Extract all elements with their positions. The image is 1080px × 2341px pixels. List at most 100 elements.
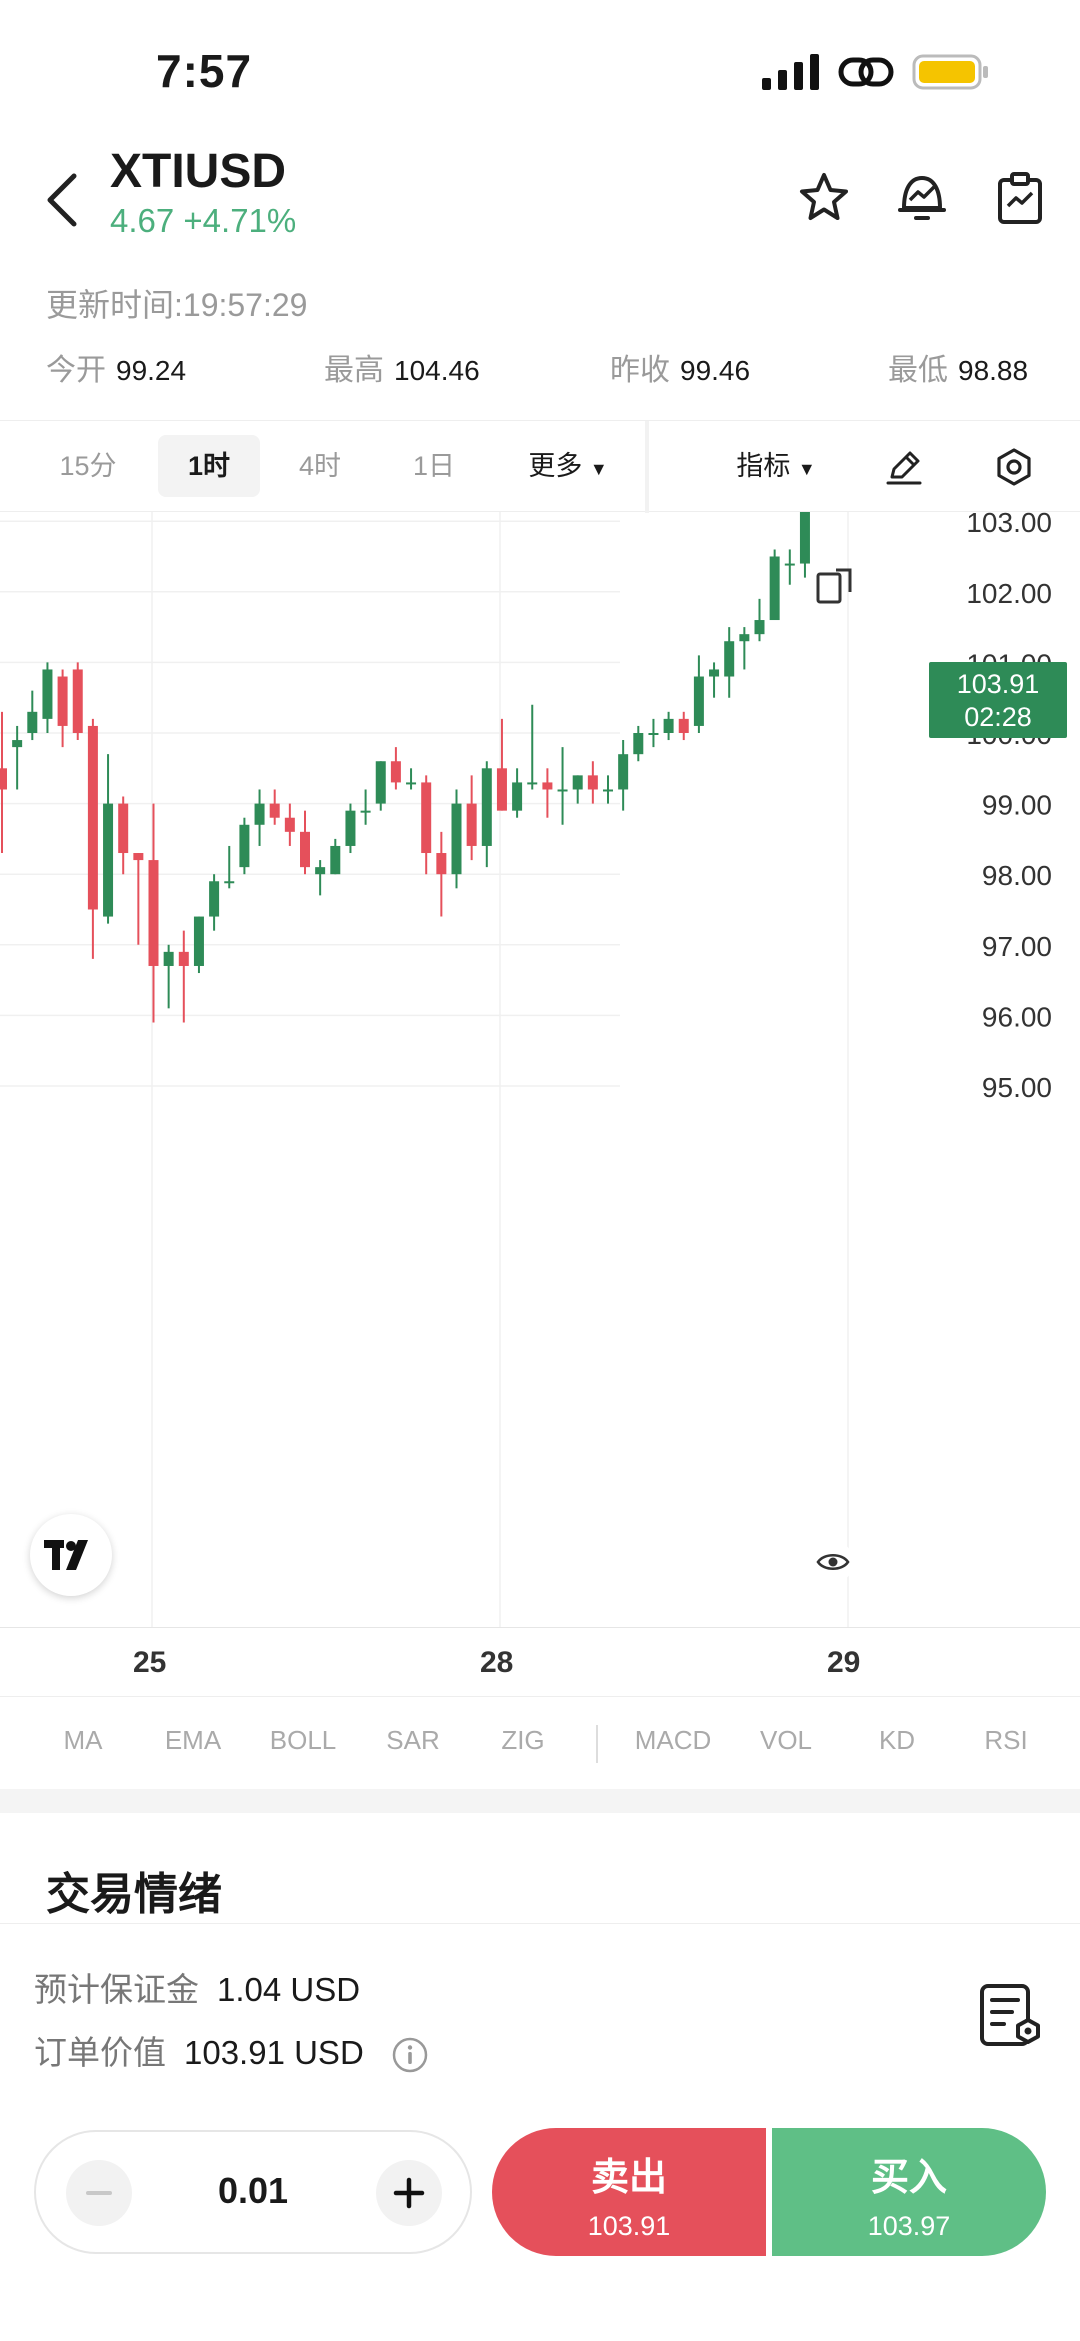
- y-tick-label: 103.00: [966, 512, 1052, 538]
- indicator-vol[interactable]: VOL: [759, 1725, 813, 1755]
- quantity-value[interactable]: 0.01: [217, 2170, 289, 2211]
- candlestick-chart[interactable]: 105.00103.00102.00101.00100.0099.0098.00…: [0, 512, 1080, 1627]
- symbol-title: XTIUSD: [110, 145, 287, 198]
- candle-body: [754, 620, 765, 635]
- candle-body: [512, 782, 523, 811]
- stat-prev-close: 昨收 99.46: [610, 354, 751, 387]
- decrease-button[interactable]: [66, 2160, 132, 2226]
- indicator-label: 指标: [736, 451, 791, 481]
- tab-15m[interactable]: 15分: [59, 451, 117, 481]
- settings-icon[interactable]: [994, 447, 1034, 487]
- indicator-sar[interactable]: SAR: [386, 1725, 440, 1755]
- candle-body: [193, 916, 204, 966]
- eye-icon[interactable]: [812, 1541, 854, 1583]
- price-alert-icon[interactable]: [894, 170, 950, 226]
- indicator-kd[interactable]: KD: [878, 1725, 916, 1755]
- link-icon: [838, 57, 894, 87]
- candle-body: [481, 768, 492, 846]
- candle-body: [284, 817, 295, 832]
- more-dropdown[interactable]: 更多 ▼: [512, 435, 624, 497]
- info-icon[interactable]: [391, 2036, 429, 2074]
- indicator-zig[interactable]: ZIG: [501, 1725, 545, 1755]
- symbol-header: XTIUSD 4.67 +4.71%: [0, 140, 1080, 250]
- indicator-bar: MA EMA BOLL SAR ZIG MACD VOL KD RSI: [0, 1697, 1080, 1789]
- candle-body: [693, 676, 704, 726]
- star-icon[interactable]: [796, 170, 852, 226]
- candle-body: [557, 789, 568, 792]
- candle-body: [587, 775, 598, 790]
- x-label: 25: [133, 1646, 167, 1679]
- candle-body: [103, 803, 114, 917]
- candle-body: [724, 641, 735, 677]
- candle-body: [542, 782, 553, 790]
- candle-body: [739, 634, 750, 642]
- candle-body: [133, 853, 144, 861]
- candle-body: [678, 718, 689, 733]
- candle-body: [239, 824, 250, 868]
- candle-body: [163, 951, 174, 966]
- candle-body: [12, 740, 23, 748]
- candle-body: [663, 718, 674, 733]
- order-settings-icon[interactable]: [976, 1980, 1048, 2052]
- candle-body: [648, 733, 659, 735]
- sell-button[interactable]: 卖出 103.91: [492, 2128, 766, 2256]
- candle-body: [27, 711, 38, 733]
- tradingview-mark-icon: [44, 1540, 88, 1570]
- divider: [0, 1923, 1080, 1924]
- quantity-stepper: 0.01: [34, 2130, 472, 2254]
- indicator-macd[interactable]: MACD: [634, 1725, 712, 1755]
- signal-icon: [762, 54, 819, 90]
- order-value-label: 订单价值: [34, 2034, 166, 2071]
- price-stats: 今开 99.24 最高 104.46 昨收 99.46 最低 98.88: [0, 345, 1080, 389]
- last-price: 103.91: [956, 669, 1040, 699]
- candle-body: [466, 803, 477, 846]
- margin-value: 1.04 USD: [217, 1971, 361, 2008]
- candle-body: [436, 853, 447, 875]
- indicator-rsi[interactable]: RSI: [984, 1725, 1028, 1755]
- sell-price: 103.91: [587, 2211, 671, 2241]
- x-label: 29: [827, 1646, 861, 1679]
- tab-1d[interactable]: 1日: [412, 451, 456, 481]
- candle-body: [330, 845, 341, 875]
- buy-button[interactable]: 买入 103.97: [772, 2128, 1046, 2256]
- back-icon[interactable]: [40, 170, 84, 230]
- buy-label: 买入: [870, 2157, 947, 2199]
- tab-1h[interactable]: 1时: [158, 435, 260, 497]
- candle-body: [496, 768, 507, 811]
- y-tick-label: 98.00: [982, 860, 1052, 891]
- sell-label: 卖出: [590, 2157, 667, 2199]
- caret-down-icon: ▼: [797, 459, 816, 479]
- indicators-dropdown[interactable]: 指标 ▼: [706, 435, 846, 497]
- battery-icon: [912, 54, 988, 90]
- indicator-ma[interactable]: MA: [63, 1725, 103, 1755]
- section-gap: [0, 1789, 1080, 1813]
- candle-body: [375, 761, 386, 804]
- indicator-ema[interactable]: EMA: [164, 1725, 222, 1755]
- increase-button[interactable]: [376, 2160, 442, 2226]
- clipboard-chart-icon[interactable]: [992, 170, 1048, 226]
- estimated-margin: 预计保证金 1.04 USD: [34, 1963, 360, 2011]
- indicator-boll[interactable]: BOLL: [269, 1725, 337, 1755]
- candle-body: [269, 803, 280, 818]
- candle-body: [406, 782, 417, 785]
- candle-body: [209, 881, 220, 917]
- candle-body: [572, 775, 583, 790]
- minus-icon: [86, 2191, 112, 2195]
- tab-4h[interactable]: 4时: [298, 451, 342, 481]
- candle-body: [633, 733, 644, 755]
- candle-body: [603, 789, 613, 792]
- x-label: 28: [480, 1646, 514, 1679]
- plus-icon: [393, 2177, 425, 2209]
- candle-body: [799, 512, 810, 564]
- caret-down-icon: ▼: [589, 459, 608, 479]
- candle-body: [315, 867, 326, 875]
- stat-high: 最高 104.46: [324, 354, 480, 387]
- candle-body: [0, 768, 7, 790]
- candle-body: [148, 860, 159, 966]
- candle-body: [118, 803, 129, 854]
- tradingview-logo: [30, 1514, 112, 1596]
- candle-body: [451, 803, 462, 875]
- screenshot-icon[interactable]: [814, 566, 854, 606]
- draw-pencil-icon[interactable]: [884, 447, 924, 487]
- candle-body: [42, 669, 53, 719]
